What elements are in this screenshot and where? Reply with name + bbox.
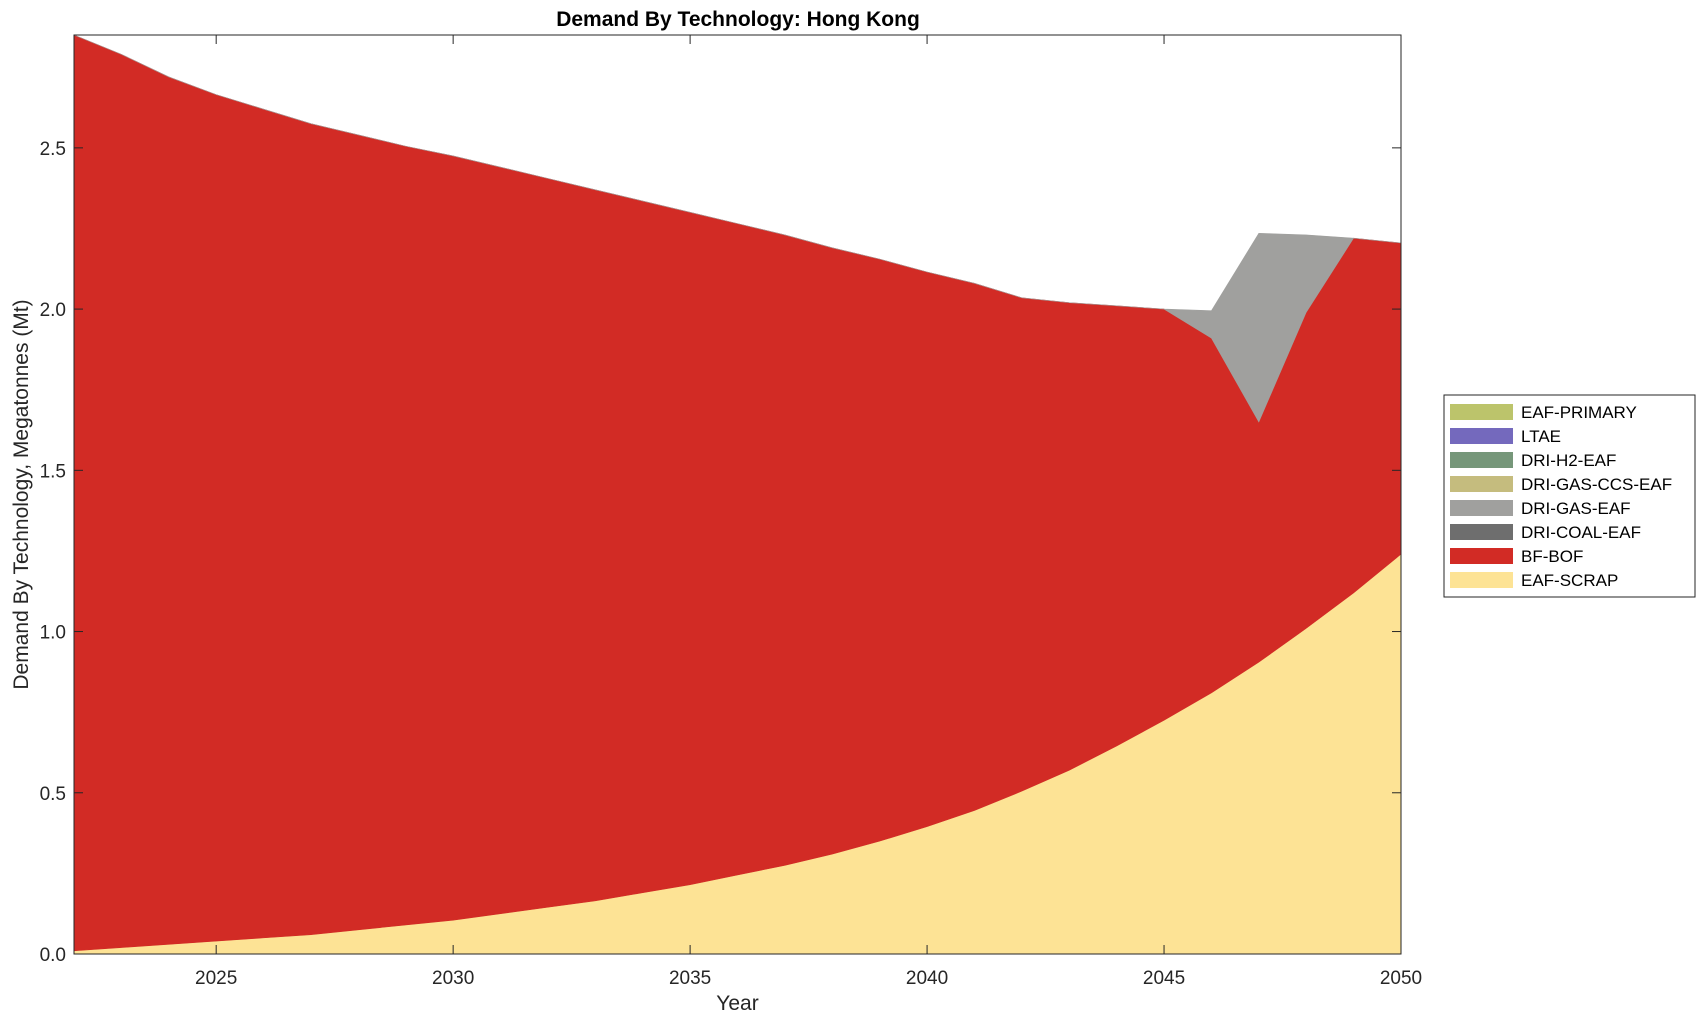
areas-layer — [73, 34, 1402, 955]
y-tick-label: 0.5 — [40, 784, 66, 805]
ticks-layer: 2025 2030 2035 2040 2045 2050 0.0 0.5 1.0 1.5 2.0 2… — [40, 35, 1422, 989]
legend-swatch — [1450, 500, 1513, 516]
legend: EAF-PRIMARY LTAE DRI-H2-EAF DRI-GAS-CCS-EAF… — [1443, 394, 1696, 598]
x-tick-label: 2050 — [1380, 968, 1422, 989]
y-tick-label: 1.5 — [40, 461, 66, 482]
legend-item-dri-coal-eaf: DRI-COAL-EAF — [1450, 523, 1641, 542]
legend-label: EAF-PRIMARY — [1521, 403, 1637, 422]
x-tick-label: 2025 — [195, 968, 237, 989]
legend-label: DRI-COAL-EAF — [1521, 523, 1641, 542]
legend-item-ltae: LTAE — [1450, 427, 1561, 446]
y-tick-label: 1.0 — [40, 623, 66, 644]
chart-title: Demand By Technology: Hong Kong — [556, 8, 920, 31]
legend-item-dri-gas-eaf: DRI-GAS-EAF — [1450, 499, 1631, 518]
x-tick-label: 2035 — [669, 968, 711, 989]
legend-swatch — [1450, 572, 1513, 588]
legend-label: EAF-SCRAP — [1521, 571, 1618, 590]
y-tick-label: 2.0 — [40, 300, 66, 321]
legend-items: EAF-PRIMARY LTAE DRI-H2-EAF DRI-GAS-CCS-EAF… — [1450, 403, 1672, 590]
legend-item-eaf-scrap: EAF-SCRAP — [1450, 571, 1618, 590]
legend-swatch — [1450, 428, 1513, 444]
legend-item-dri-h2-eaf: DRI-H2-EAF — [1450, 451, 1616, 470]
legend-label: DRI-GAS-CCS-EAF — [1521, 475, 1672, 494]
legend-item-eaf-primary: EAF-PRIMARY — [1450, 403, 1637, 422]
legend-swatch — [1450, 452, 1513, 468]
legend-label: DRI-H2-EAF — [1521, 451, 1616, 470]
y-axis-label: Demand By Technology, Megatonnes (Mt) — [10, 299, 33, 689]
legend-item-dri-gas-ccs-eaf: DRI-GAS-CCS-EAF — [1450, 475, 1672, 494]
legend-swatch — [1450, 476, 1513, 492]
legend-label: DRI-GAS-EAF — [1521, 499, 1631, 518]
legend-label: BF-BOF — [1521, 547, 1583, 566]
legend-item-bf-bof: BF-BOF — [1450, 547, 1583, 566]
legend-label: LTAE — [1521, 427, 1561, 446]
x-tick-label: 2030 — [432, 968, 474, 989]
legend-swatch — [1450, 548, 1513, 564]
legend-box — [1443, 394, 1696, 598]
plot-frame — [73, 34, 1402, 955]
y-tick-label: 0.0 — [40, 945, 66, 966]
x-tick-label: 2045 — [1143, 968, 1185, 989]
x-tick-label: 2040 — [906, 968, 948, 989]
x-axis-label: Year — [716, 992, 758, 1015]
legend-swatch — [1450, 404, 1513, 420]
legend-swatch — [1450, 524, 1513, 540]
y-tick-label: 2.5 — [40, 139, 66, 160]
